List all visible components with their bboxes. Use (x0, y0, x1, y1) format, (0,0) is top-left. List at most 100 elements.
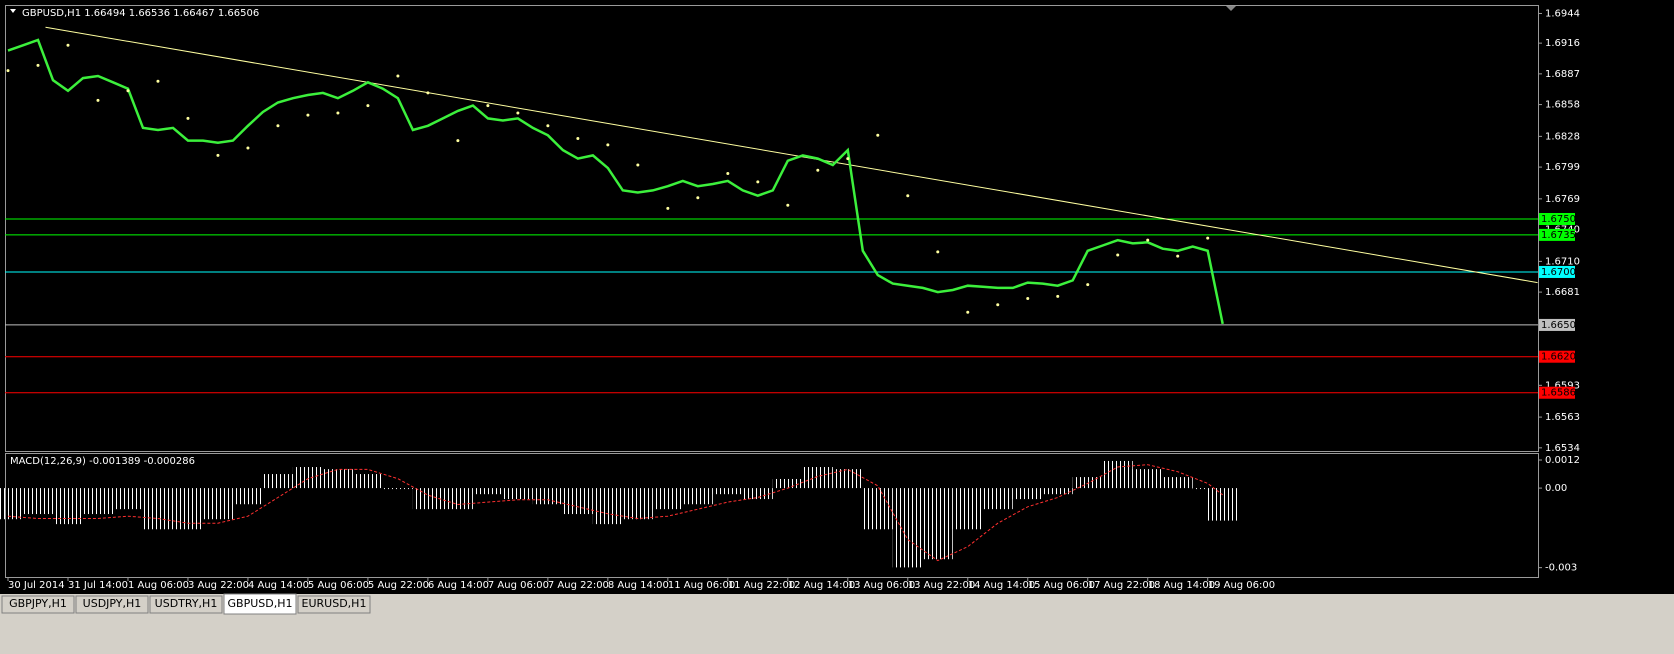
macd-bar (202, 488, 233, 520)
x-tick-label: 13 Aug 22:00 (908, 580, 975, 591)
chart-background (0, 0, 1674, 594)
x-tick-label: 12 Aug 14:00 (788, 580, 855, 591)
macd-bar (262, 474, 293, 489)
sar-dot (276, 124, 280, 128)
x-tick-label: 5 Aug 22:00 (368, 580, 429, 591)
tab-label: GBPJPY,H1 (9, 597, 67, 610)
x-tick-label: 11 Aug 06:00 (668, 580, 735, 591)
macd-bar (142, 488, 173, 530)
y-tick-label: 0.00 (1545, 483, 1567, 494)
sar-dot (666, 206, 670, 210)
macd-bar (622, 488, 653, 520)
sar-dot (786, 203, 790, 207)
macd-bar (1042, 488, 1073, 495)
macd-bar (952, 488, 983, 530)
tab-label: USDTRY,H1 (155, 597, 218, 610)
sar-dot (1146, 238, 1150, 242)
menu-arrow[interactable] (10, 9, 16, 13)
sar-dot (96, 98, 100, 102)
macd-bar (562, 488, 593, 515)
macd-bar (712, 488, 743, 495)
x-tick-label: 30 Jul 2014 (8, 580, 65, 591)
tab[interactable] (1, 595, 75, 614)
macd-bar (772, 478, 803, 489)
macd-bar (382, 488, 413, 490)
level-label-box (1539, 350, 1575, 363)
x-tick-label: 1 Aug 06:00 (128, 580, 189, 591)
tab[interactable] (297, 595, 371, 614)
x-tick-label: 6 Aug 14:00 (428, 580, 489, 591)
sar-dot (636, 163, 640, 167)
macd-bar (502, 488, 533, 500)
sar-dot (756, 180, 760, 184)
sar-dot (546, 124, 550, 128)
macd-bar (922, 488, 953, 560)
main-panel-frame (5, 5, 1539, 452)
macd-bar (832, 469, 863, 489)
macd-bar (22, 488, 53, 515)
tab-label: GBPUSD,H1 (228, 597, 293, 610)
tab-label: USDJPY,H1 (83, 597, 142, 610)
tab[interactable] (149, 595, 223, 614)
sar-dot (246, 146, 250, 150)
macd-bar (472, 488, 503, 495)
x-tick-label: 7 Aug 22:00 (548, 580, 609, 591)
level-label-box (1539, 318, 1575, 331)
sar-dot (1116, 253, 1120, 257)
y-tick-label: -0.003 (1545, 563, 1577, 574)
sar-dot (66, 43, 70, 47)
tab[interactable] (75, 595, 149, 614)
y-tick-label: 0.0012 (1545, 455, 1580, 466)
y-tick-label: 1.6563 (1545, 412, 1580, 423)
x-tick-label: 14 Aug 14:00 (968, 580, 1035, 591)
y-tick-label: 1.6799 (1545, 162, 1580, 173)
chart-title: GBPUSD,H1 1.66494 1.66536 1.66467 1.6650… (22, 8, 259, 19)
x-tick-label: 11 Aug 22:00 (728, 580, 795, 591)
macd-bar (1162, 477, 1193, 489)
level-label-box (1539, 228, 1575, 241)
x-tick-label: 3 Aug 22:00 (188, 580, 249, 591)
level-label: 1.6735 (1541, 230, 1576, 241)
sar-dot (876, 133, 880, 137)
level-label: 1.6620 (1541, 352, 1576, 363)
sar-dot (1056, 294, 1060, 298)
macd-bar (1132, 469, 1163, 489)
x-tick-label: 17 Aug 22:00 (1088, 580, 1155, 591)
sar-dot (426, 91, 430, 95)
x-tick-label: 31 Jul 14:00 (68, 580, 128, 591)
x-tick-label: 13 Aug 06:00 (848, 580, 915, 591)
sar-dot (1206, 236, 1210, 240)
macd-bar (742, 488, 773, 500)
sar-dot (1086, 283, 1090, 287)
sar-dot (726, 171, 730, 175)
macd-bar (232, 488, 263, 505)
sar-dot (36, 63, 40, 67)
y-tick-label: 1.6828 (1545, 131, 1580, 142)
tab[interactable] (223, 593, 297, 615)
sar-dot (336, 111, 340, 115)
level-label: 1.6650 (1541, 320, 1576, 331)
macd-bar (862, 488, 893, 530)
macd-bar (112, 488, 143, 510)
x-tick-label: 15 Aug 06:00 (1028, 580, 1095, 591)
macd-bar (322, 469, 353, 489)
sar-dot (966, 310, 970, 314)
y-tick-label: 1.6681 (1545, 287, 1580, 298)
level-label-box (1539, 386, 1575, 399)
sar-dot (156, 79, 160, 83)
macd-bar (1072, 477, 1103, 489)
macd-bar (172, 488, 203, 530)
macd-bar (532, 488, 563, 505)
y-tick-label: 1.6534 (1545, 443, 1580, 454)
signal-line (7, 464, 1224, 562)
y-tick-label: 1.6944 (1545, 8, 1580, 19)
x-tick-label: 5 Aug 06:00 (308, 580, 369, 591)
macd-bar (1207, 488, 1238, 521)
y-tick-label: 1.6769 (1545, 194, 1580, 205)
sar-dot (846, 157, 850, 161)
level-label: 1.6750 (1541, 214, 1576, 225)
level-label-box (1539, 265, 1575, 278)
y-tick-label: 1.6916 (1545, 38, 1580, 49)
